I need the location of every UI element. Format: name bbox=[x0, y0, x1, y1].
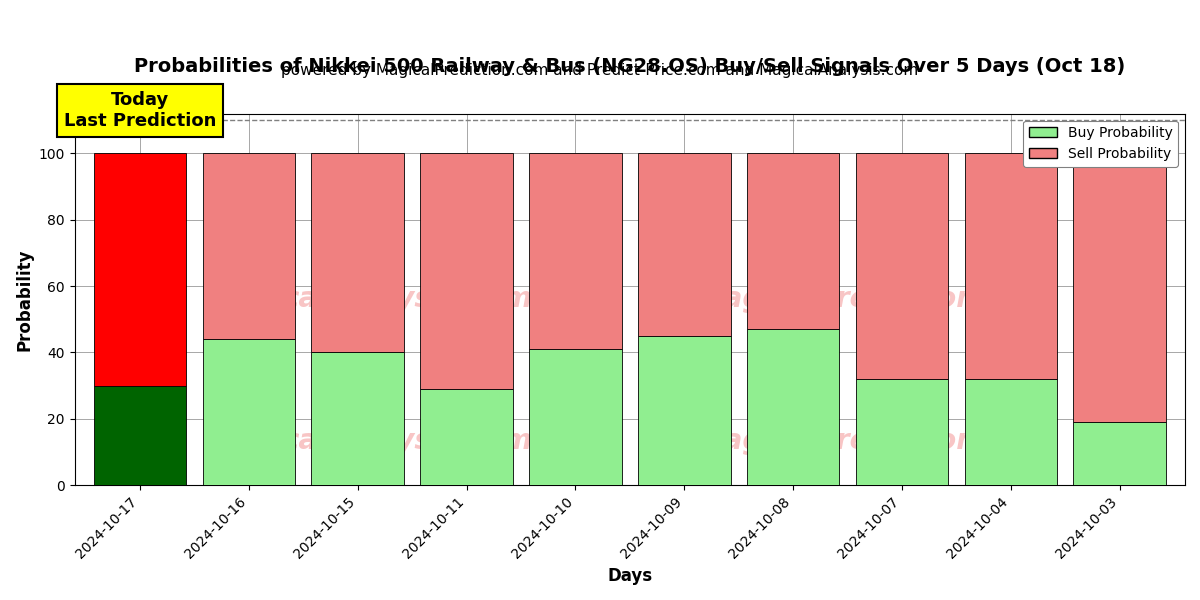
Bar bbox=[94, 386, 186, 485]
Bar bbox=[965, 379, 1057, 485]
Text: calAnalysis.com: calAnalysis.com bbox=[283, 286, 533, 313]
Text: MagicalPrediction.com: MagicalPrediction.com bbox=[697, 427, 1051, 455]
Bar bbox=[203, 339, 295, 485]
Bar bbox=[529, 154, 622, 349]
Bar bbox=[529, 349, 622, 485]
Bar bbox=[420, 154, 512, 389]
Text: powered by MagicalPrediction.com and Predict-Price.com and MagicalAnalysis.com: powered by MagicalPrediction.com and Pre… bbox=[281, 63, 919, 78]
Bar bbox=[312, 352, 404, 485]
Bar bbox=[94, 154, 186, 386]
Text: MagicalPrediction.com: MagicalPrediction.com bbox=[697, 286, 1051, 313]
Bar bbox=[965, 154, 1057, 379]
Bar bbox=[1074, 422, 1166, 485]
Title: Probabilities of Nikkei 500 Railway & Bus (NG28.OS) Buy/Sell Signals Over 5 Days: Probabilities of Nikkei 500 Railway & Bu… bbox=[134, 57, 1126, 76]
Bar bbox=[638, 336, 731, 485]
Bar bbox=[746, 154, 839, 329]
Bar bbox=[203, 154, 295, 339]
Bar bbox=[856, 379, 948, 485]
Bar bbox=[856, 154, 948, 379]
Text: calAnalysis.com: calAnalysis.com bbox=[283, 427, 533, 455]
Bar bbox=[312, 154, 404, 352]
Bar bbox=[746, 329, 839, 485]
Text: Today
Last Prediction: Today Last Prediction bbox=[64, 91, 216, 130]
X-axis label: Days: Days bbox=[607, 567, 653, 585]
Legend: Buy Probability, Sell Probability: Buy Probability, Sell Probability bbox=[1024, 121, 1178, 167]
Bar bbox=[638, 154, 731, 336]
Y-axis label: Probability: Probability bbox=[16, 248, 34, 350]
Bar bbox=[1074, 154, 1166, 422]
Bar bbox=[420, 389, 512, 485]
